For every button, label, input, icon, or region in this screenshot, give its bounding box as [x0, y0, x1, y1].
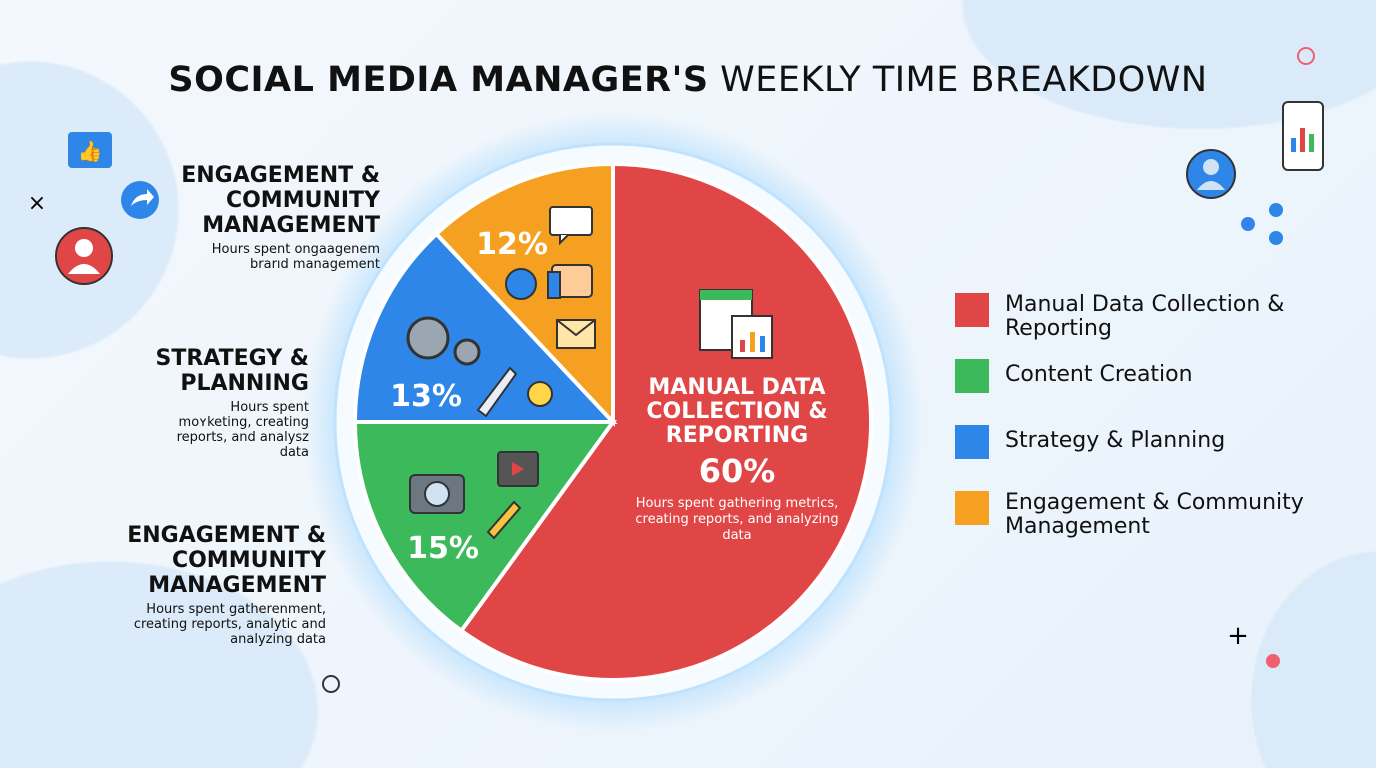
legend-swatch: [955, 359, 989, 393]
legend: Manual Data Collection & Reporting Conte…: [955, 293, 1355, 557]
legend-item: Manual Data Collection & Reporting: [955, 293, 1355, 359]
gear-small-icon: [453, 338, 481, 366]
legend-swatch: [955, 425, 989, 459]
center-description: Hours spent gathering metrics, creating …: [635, 496, 839, 543]
pie-slice-strategy-planning: [352, 231, 618, 424]
thumbs-up-icon: 👍: [68, 132, 112, 168]
legend-item: Engagement & Community Management: [955, 491, 1355, 557]
side-label-heading: ENGAGEMENT & COMMUNITY MANAGEMENT: [181, 163, 380, 238]
legend-item: Strategy & Planning: [955, 425, 1355, 491]
legend-swatch: [955, 491, 989, 525]
user-icon: [1186, 149, 1236, 199]
video-icon: [497, 451, 539, 487]
spreadsheet-icon: [699, 289, 773, 359]
side-label-description: Hours spent moʏketing, creating reports,…: [176, 400, 309, 460]
title-regular: WEEKLY TIME BREAKDOWN: [720, 60, 1208, 100]
side-label-strategy: STRATEGY & PLANNING Hours spent moʏketin…: [119, 346, 310, 460]
legend-label: Content Creation: [1005, 362, 1193, 387]
ring-icon: [1297, 47, 1315, 65]
gear-icon: [406, 316, 450, 360]
slice-label-manual: 60%: [699, 452, 776, 490]
side-label-heading: ENGAGEMENT & COMMUNITY MANAGEMENT: [127, 523, 326, 598]
dot-icon: [1266, 654, 1280, 668]
like-icon: [547, 264, 593, 299]
legend-item: Content Creation: [955, 359, 1355, 425]
close-icon: ×: [28, 191, 46, 216]
center-heading: MANUAL DATA COLLECTION & REPORTING: [646, 375, 828, 448]
legend-label: Manual Data Collection & Reporting: [1005, 292, 1285, 341]
slice-label-content: 15%: [407, 531, 479, 566]
lightbulb-icon: [527, 381, 553, 407]
camera-icon: [409, 474, 465, 514]
pencil-icon: [486, 500, 522, 540]
page-title: SOCIAL MEDIA MANAGER'S WEEKLY TIME BREAK…: [0, 60, 1376, 100]
chat-icon: [549, 206, 593, 246]
email-icon: [556, 319, 596, 349]
legend-label: Strategy & Planning: [1005, 428, 1226, 453]
smartphone-chart-icon: [1282, 101, 1324, 171]
user-icon: [55, 227, 113, 285]
slice-label-engagement: 12%: [476, 227, 548, 262]
side-label-description: Hours spent gatherenment, creating repor…: [133, 602, 326, 647]
title-bold: SOCIAL MEDIA MANAGER'S: [168, 60, 709, 100]
legend-swatch: [955, 293, 989, 327]
plus-icon: +: [1227, 621, 1249, 651]
side-label-description: Hours spent ongaagenem brarıd management: [211, 242, 380, 272]
rocket-icon: [476, 366, 518, 418]
side-label-engagement-top: ENGAGEMENT & COMMUNITY MANAGEMENT Hours …: [120, 163, 380, 272]
network-icon: [1241, 203, 1283, 245]
chat-bubble-icon: [505, 268, 537, 300]
ring-icon: [322, 675, 340, 693]
side-label-engagement-bottom: ENGAGEMENT & COMMUNITY MANAGEMENT Hours …: [106, 523, 326, 647]
legend-label: Engagement & Community Management: [1005, 490, 1304, 539]
share-arrow: [131, 189, 154, 206]
slice-label-strategy: 13%: [390, 379, 462, 414]
side-label-heading: STRATEGY & PLANNING: [155, 346, 310, 396]
pie-slice-manual-data-collection-reporting: [458, 161, 873, 682]
svg-text:👍: 👍: [78, 139, 103, 163]
